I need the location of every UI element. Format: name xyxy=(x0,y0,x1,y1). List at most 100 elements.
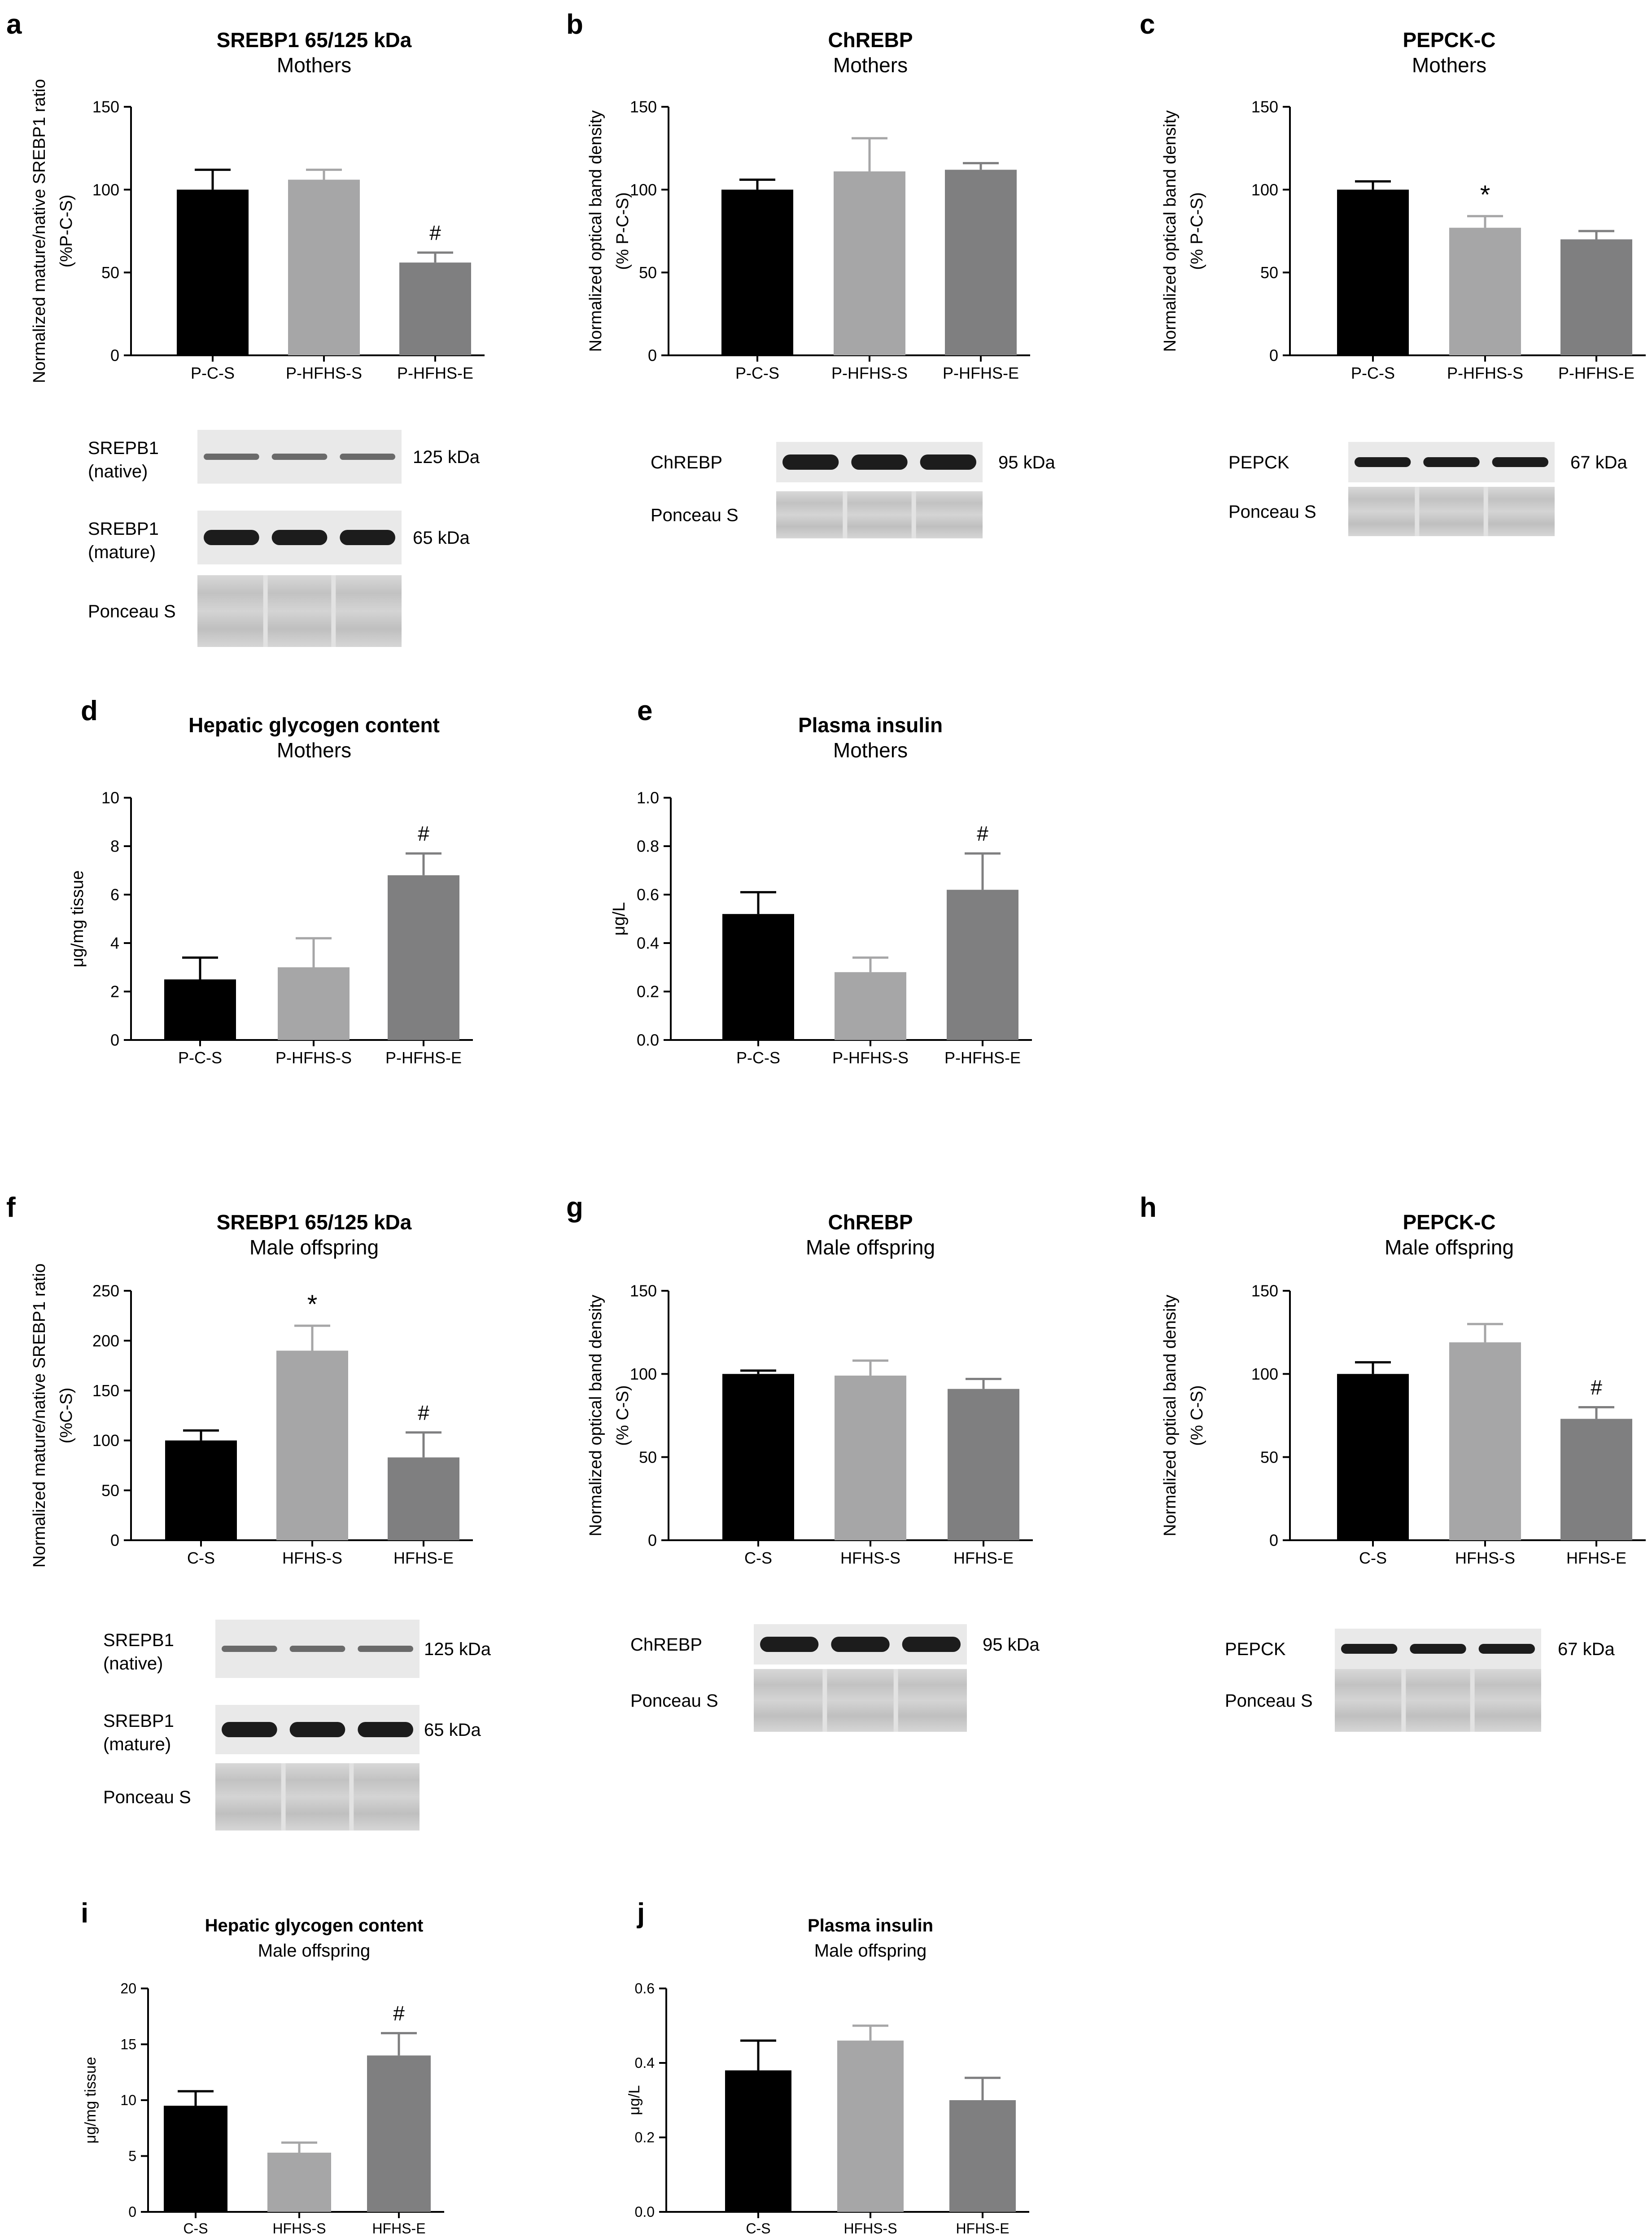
blot-row-label: Ponceau S xyxy=(103,1787,191,1807)
y-tick-label: 100 xyxy=(1251,1365,1278,1383)
panel-letter-j: j xyxy=(637,1898,645,1929)
x-tick-label: HFHS-S xyxy=(843,2220,897,2237)
y-axis-label: (% C-S) xyxy=(1188,1385,1206,1446)
bar-P-HFHS-S xyxy=(278,967,350,1040)
y-axis-label: Normalized optical band density xyxy=(586,1295,605,1537)
y-tick-label: 0.6 xyxy=(635,1980,655,1997)
x-tick-label: HFHS-E xyxy=(956,2220,1009,2237)
bar-P-HFHS-E xyxy=(947,890,1018,1040)
bar-P-C-S xyxy=(177,189,249,355)
ponceau-stain-strip xyxy=(776,491,983,538)
chart-title: SREBP1 65/125 kDa xyxy=(217,28,412,52)
y-tick-label: 0.2 xyxy=(637,983,659,1001)
ponceau-stain-strip xyxy=(1348,487,1555,536)
y-axis-label: (%C-S) xyxy=(57,1388,76,1444)
y-tick-label: 0.6 xyxy=(637,886,659,904)
y-tick-label: 0.8 xyxy=(637,837,659,856)
protein-band xyxy=(760,1637,819,1652)
x-tick-label: C-S xyxy=(1359,1549,1387,1567)
y-tick-label: 150 xyxy=(630,98,657,116)
chart-subtitle: Mothers xyxy=(277,738,351,762)
y-axis-label: (%P-C-S) xyxy=(57,195,76,268)
protein-band xyxy=(1423,457,1480,467)
y-axis-label: μg/mg tissue xyxy=(68,870,87,967)
x-tick-label: HFHS-S xyxy=(840,1549,900,1567)
chart-title: Hepatic glycogen content xyxy=(188,713,440,737)
blot-row-label: (mature) xyxy=(88,542,156,562)
y-tick-label: 150 xyxy=(630,1282,657,1300)
bar-P-HFHS-E xyxy=(945,170,1017,355)
bar-HFHS-S xyxy=(276,1350,348,1540)
ponceau-stain-strip xyxy=(1335,1669,1541,1732)
chart-subtitle: Mothers xyxy=(277,53,351,77)
protein-band xyxy=(1341,1644,1398,1654)
y-tick-label: 150 xyxy=(1251,1282,1278,1300)
blot-row-label: (mature) xyxy=(103,1735,171,1754)
western-blot-g: ChREBP 95 kDa Ponceau S xyxy=(630,1624,1040,1732)
x-tick-label: C-S xyxy=(746,2220,770,2237)
x-tick-label: HFHS-S xyxy=(272,2220,326,2237)
x-tick-label: P-HFHS-E xyxy=(943,364,1019,382)
blot-row-label: Ponceau S xyxy=(88,602,176,621)
bar-P-C-S xyxy=(722,914,794,1040)
y-axis-label: μg/L xyxy=(610,902,629,936)
chart-subtitle: Mothers xyxy=(1412,53,1486,77)
x-tick-label: P-HFHS-E xyxy=(944,1049,1021,1067)
y-tick-label: 0 xyxy=(110,1031,119,1049)
y-tick-label: 150 xyxy=(92,98,119,116)
ponceau-stain-strip xyxy=(215,1763,420,1831)
x-tick-label: P-HFHS-S xyxy=(1447,364,1523,382)
blot-row-label: Ponceau S xyxy=(651,506,739,525)
y-tick-label: 2 xyxy=(110,983,119,1001)
bar-HFHS-E xyxy=(948,1389,1019,1540)
y-tick-label: 150 xyxy=(1251,98,1278,116)
y-axis-label: μg/L xyxy=(626,2085,643,2115)
y-tick-label: 50 xyxy=(101,1481,119,1499)
protein-band xyxy=(289,1646,345,1652)
y-tick-label: 0.2 xyxy=(635,2129,655,2145)
bar-P-HFHS-E xyxy=(399,262,471,355)
y-tick-label: 100 xyxy=(1251,180,1278,199)
protein-band xyxy=(204,530,259,545)
significance-mark: # xyxy=(429,221,441,245)
blot-row-label: ChREBP xyxy=(651,453,722,472)
bar-HFHS-E xyxy=(949,2100,1016,2212)
bar-HFHS-E xyxy=(367,2055,431,2212)
y-tick-label: 0 xyxy=(128,2204,136,2220)
chart-title: Plasma insulin xyxy=(808,1916,933,1936)
bar-C-S xyxy=(164,2106,227,2212)
blot-row-label: (native) xyxy=(103,1654,163,1673)
y-axis-label: (% P-C-S) xyxy=(1188,192,1206,270)
y-tick-label: 0.0 xyxy=(637,1031,659,1049)
x-tick-label: HFHS-E xyxy=(372,2220,425,2237)
molecular-weight-label: 125 kDa xyxy=(413,447,480,467)
bar-HFHS-S xyxy=(835,1376,906,1540)
y-tick-label: 0 xyxy=(1269,1531,1278,1550)
molecular-weight-label: 67 kDa xyxy=(1570,453,1627,472)
x-tick-label: HFHS-E xyxy=(953,1549,1014,1567)
y-tick-label: 6 xyxy=(110,886,119,904)
blot-row-label: ChREBP xyxy=(630,1635,702,1655)
x-tick-label: C-S xyxy=(183,2220,208,2237)
molecular-weight-label: 125 kDa xyxy=(424,1639,491,1659)
bar-HFHS-E xyxy=(1560,1419,1632,1540)
protein-band xyxy=(271,530,328,545)
protein-band xyxy=(782,454,839,470)
y-tick-label: 0 xyxy=(1269,346,1278,365)
protein-band xyxy=(222,1646,277,1652)
x-tick-label: HFHS-S xyxy=(1455,1549,1515,1567)
protein-band xyxy=(340,454,395,460)
bar-P-C-S xyxy=(721,189,793,355)
panel-letter-d: d xyxy=(81,695,98,726)
y-tick-label: 100 xyxy=(630,180,657,199)
y-tick-label: 0 xyxy=(648,346,657,365)
x-tick-label: C-S xyxy=(187,1549,215,1567)
blot-row-label: SREBP1 xyxy=(88,519,159,539)
bar-C-S xyxy=(722,1374,794,1540)
significance-mark: # xyxy=(418,1401,429,1424)
